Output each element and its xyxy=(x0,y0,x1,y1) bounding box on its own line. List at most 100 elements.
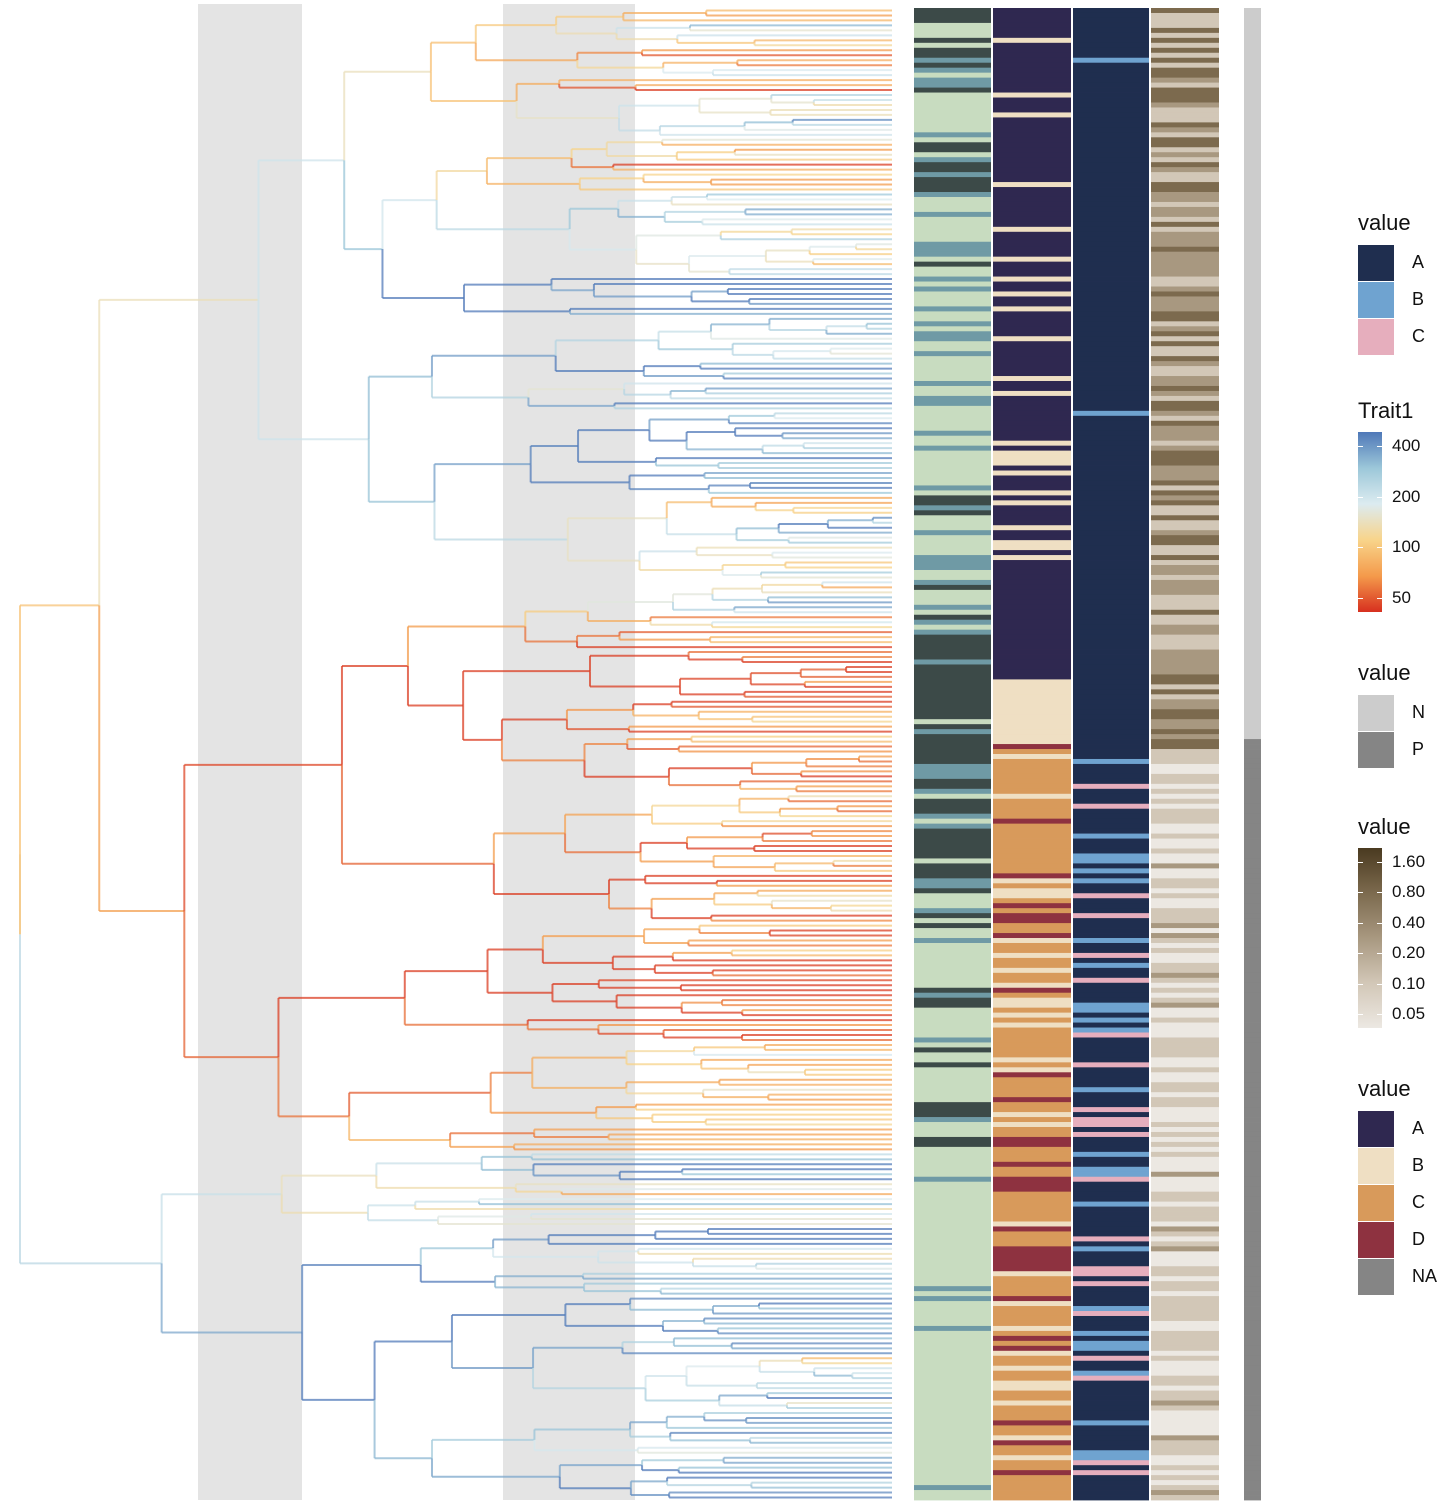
heat-cell xyxy=(1151,928,1219,934)
heat-cell xyxy=(1073,256,1149,263)
heat-cell xyxy=(1244,694,1261,700)
heat-cell xyxy=(1244,1485,1261,1491)
heat-cell xyxy=(914,763,991,770)
heat-cell xyxy=(914,853,991,859)
time-bands xyxy=(198,4,635,1500)
heat-cell xyxy=(1073,729,1149,735)
heat-cell xyxy=(1073,1286,1149,1292)
heat-cell xyxy=(1244,644,1261,650)
heat-cell xyxy=(993,276,1071,282)
heat-cell xyxy=(1244,1246,1261,1252)
heat-cell xyxy=(993,465,1071,471)
heat-cell xyxy=(914,172,991,178)
heat-cell xyxy=(1151,923,1219,929)
heat-cell xyxy=(993,241,1071,248)
heat-cell xyxy=(914,266,991,272)
heat-cell xyxy=(1073,1092,1149,1098)
heat-cell xyxy=(914,425,991,432)
heat-cell xyxy=(1244,1226,1261,1232)
heat-cell xyxy=(1244,883,1261,889)
heat-cell xyxy=(1244,1127,1261,1133)
heat-cell xyxy=(1073,739,1149,745)
heat-cell xyxy=(993,942,1071,949)
heat-cell xyxy=(1151,192,1219,198)
heat-cell xyxy=(1244,211,1261,218)
heat-cell xyxy=(1244,192,1261,198)
heat-cell xyxy=(1151,390,1219,397)
heat-cell xyxy=(1151,122,1219,128)
heat-cell xyxy=(993,52,1071,59)
heat-cell xyxy=(1244,1007,1261,1014)
heat-cell xyxy=(914,928,991,934)
heat-cell xyxy=(1073,390,1149,397)
heat-cell xyxy=(914,1176,991,1183)
heat-cell xyxy=(1244,77,1261,83)
heat-cell xyxy=(914,1261,991,1267)
heat-cell xyxy=(1073,858,1149,864)
heat-cell xyxy=(914,1325,991,1332)
heat-cell xyxy=(1151,1365,1219,1372)
heat-cell xyxy=(993,77,1071,83)
heat-cell xyxy=(1244,699,1261,705)
heat-cell xyxy=(914,246,991,253)
heat-cell xyxy=(1151,1057,1219,1063)
heat-cell xyxy=(1151,62,1219,69)
heat-cell xyxy=(1073,962,1149,969)
heat-cell xyxy=(993,450,1071,456)
heat-cell xyxy=(1073,778,1149,785)
heat-cell xyxy=(1151,306,1219,312)
heat-cell xyxy=(1151,152,1219,158)
heat-cell xyxy=(1244,1136,1261,1143)
heat-cell xyxy=(914,470,991,476)
heat-cell xyxy=(993,1072,1071,1078)
heat-cell xyxy=(1244,381,1261,387)
heat-cell xyxy=(914,1161,991,1168)
heat-cell xyxy=(914,1485,991,1491)
heat-cell xyxy=(1073,669,1149,675)
heat-cell xyxy=(1151,569,1219,576)
heat-cell xyxy=(914,1092,991,1098)
heat-cell xyxy=(993,1027,1071,1033)
heat-cell xyxy=(1073,1385,1149,1391)
heat-cell xyxy=(914,291,991,297)
heat-cell xyxy=(1244,649,1261,655)
heat-cell xyxy=(993,201,1071,208)
heat-cell xyxy=(993,928,1071,934)
heat-cell xyxy=(1073,415,1149,422)
heat-cell xyxy=(1073,122,1149,128)
heat-cell xyxy=(993,480,1071,486)
heat-cell xyxy=(1151,1017,1219,1023)
heat-cell xyxy=(914,699,991,705)
heat-cell xyxy=(914,122,991,128)
heat-cell xyxy=(993,231,1071,238)
heat-cell xyxy=(1073,972,1149,979)
heat-cell xyxy=(1244,425,1261,432)
heat-cell xyxy=(1244,1191,1261,1198)
heat-cell xyxy=(914,1256,991,1262)
heat-cell xyxy=(1073,977,1149,984)
heat-cell xyxy=(1073,1047,1149,1053)
heat-cell xyxy=(993,177,1071,183)
heat-cell xyxy=(993,739,1071,745)
heat-cell xyxy=(914,768,991,775)
heat-cell xyxy=(914,1102,991,1108)
heat-cell xyxy=(993,311,1071,317)
heat-cell xyxy=(1151,420,1219,427)
heat-cell xyxy=(993,1191,1071,1198)
heat-cell xyxy=(1244,62,1261,69)
heat-cell xyxy=(1151,972,1219,979)
heat-cell xyxy=(1151,1435,1219,1441)
heat-cell xyxy=(1151,1296,1219,1302)
heat-cell xyxy=(1244,967,1261,974)
heat-cell xyxy=(993,1261,1071,1267)
heat-cell xyxy=(1073,157,1149,163)
heat-cell xyxy=(1151,82,1219,88)
heat-cell xyxy=(914,719,991,725)
heat-cell xyxy=(914,843,991,849)
heat-cell xyxy=(993,1485,1071,1491)
heat-cell xyxy=(1244,122,1261,128)
heat-cell xyxy=(1151,67,1219,74)
heat-cell xyxy=(1244,356,1261,362)
heat-cell xyxy=(1244,1320,1261,1327)
heat-cell xyxy=(993,1420,1071,1426)
